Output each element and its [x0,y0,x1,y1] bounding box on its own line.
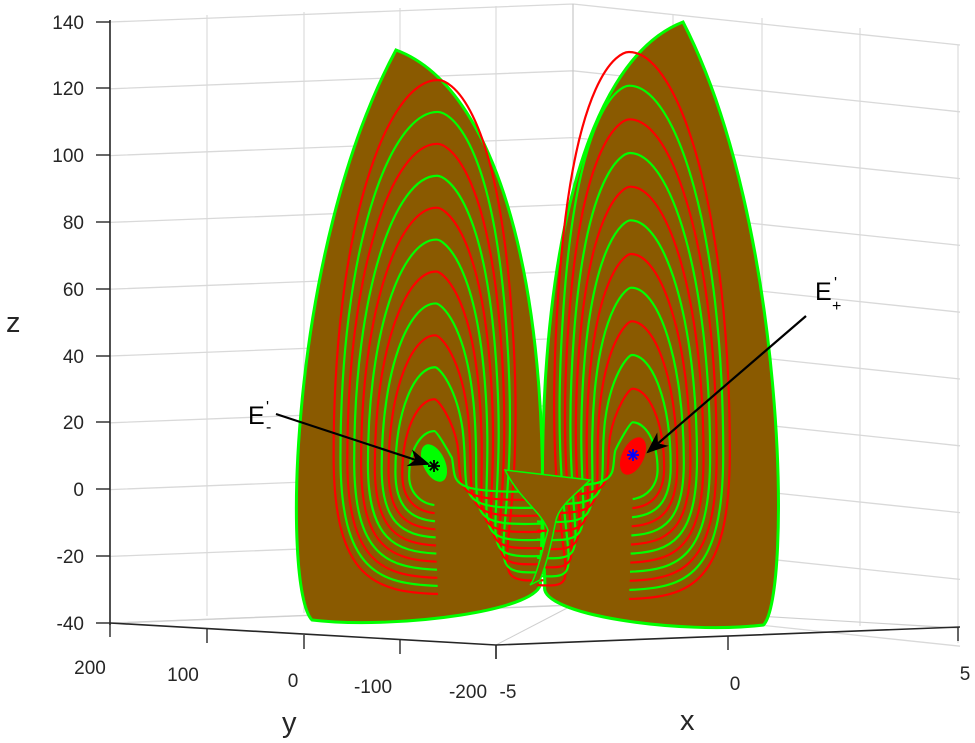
base-axis-line [109,622,961,646]
trajectory-loop [373,270,549,547]
right-lobe [536,20,780,630]
z-tick-label: -20 [57,547,84,568]
z-grid-line [109,136,961,180]
z-tick-label: 140 [52,13,84,34]
trajectory-loop [346,142,549,579]
z-grid-line [109,70,961,113]
z-tick-label: 40 [63,347,84,368]
equilibrium-minus-marker [428,460,440,472]
arrow-e-minus [275,412,431,467]
y-tick-label: -200 [449,682,487,703]
central-crossing [503,469,592,586]
equilibrium-annotations [275,315,807,467]
trajectory-loop [536,252,692,546]
trajectory-loop [401,398,549,515]
y-tick-label: -100 [354,677,392,698]
z-tick-label: 0 [73,480,84,501]
z-tick-label: -40 [57,614,84,635]
z-grid-line [109,203,961,247]
z-grid-line [109,3,961,46]
floor-grid [109,604,959,629]
lobe-envelope [294,48,545,625]
trajectory-loop [339,110,549,588]
trajectory-loop [536,387,666,510]
arrow-e-plus [646,315,807,454]
trajectory-loop [536,151,712,573]
trajectory-loop [380,302,549,539]
trajectory-loop [408,429,549,507]
x-tick-label: 5 [960,664,971,685]
trajectory-loop [359,206,549,563]
trajectory-loop [366,238,549,555]
trajectory-loop [332,78,549,596]
z-tick-label: 20 [63,413,84,434]
trajectory-loop [536,219,699,555]
z-grid-line [109,604,961,647]
z-tick-label: 80 [63,213,84,234]
y-tick-label: 200 [74,658,106,679]
equilibrium-plus-marker [627,449,639,461]
floor-grid [495,604,574,646]
attractor-lobes [294,20,780,630]
x-tick-label: -5 [500,682,517,703]
z-grid-line [109,270,961,313]
axes-frame [96,20,961,659]
z-tick-label: 100 [52,146,84,167]
x-tick-label: 0 [730,674,741,695]
y-tick-label: 0 [288,671,299,692]
left-lobe [294,48,549,625]
z-tick-label: 60 [63,280,84,301]
y-tick-label: 100 [167,665,199,686]
z-tick-label: 120 [52,79,84,100]
trajectory-loop [536,421,659,501]
